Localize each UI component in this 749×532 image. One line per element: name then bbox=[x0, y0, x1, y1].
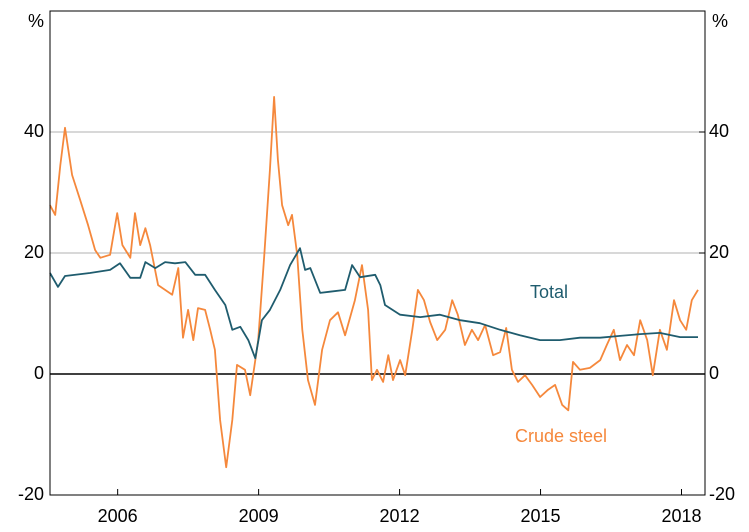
y-unit-label: % bbox=[28, 11, 44, 31]
y2-unit-label: % bbox=[712, 11, 728, 31]
x-tick-label: 2015 bbox=[521, 506, 561, 526]
x-tick-label: 2009 bbox=[239, 506, 279, 526]
y-tick-label: 0 bbox=[34, 363, 44, 383]
y2-tick-label: -20 bbox=[709, 484, 735, 504]
series-line bbox=[49, 247, 698, 360]
annotation: Total bbox=[530, 282, 568, 302]
plot-frame bbox=[49, 10, 706, 496]
y-tick-label: -20 bbox=[18, 484, 44, 504]
x-tick-label: 2006 bbox=[98, 506, 138, 526]
x-tick-label: 2018 bbox=[661, 506, 701, 526]
y-tick-label: 40 bbox=[24, 121, 44, 141]
x-tick-label: 2012 bbox=[380, 506, 420, 526]
y2-tick-label: 20 bbox=[709, 242, 729, 262]
y2-tick-label: 0 bbox=[709, 363, 719, 383]
y-tick-label: 20 bbox=[24, 242, 44, 262]
series-line bbox=[49, 96, 699, 469]
annotation: Crude steel bbox=[515, 426, 607, 446]
y2-tick-label: 40 bbox=[709, 121, 729, 141]
